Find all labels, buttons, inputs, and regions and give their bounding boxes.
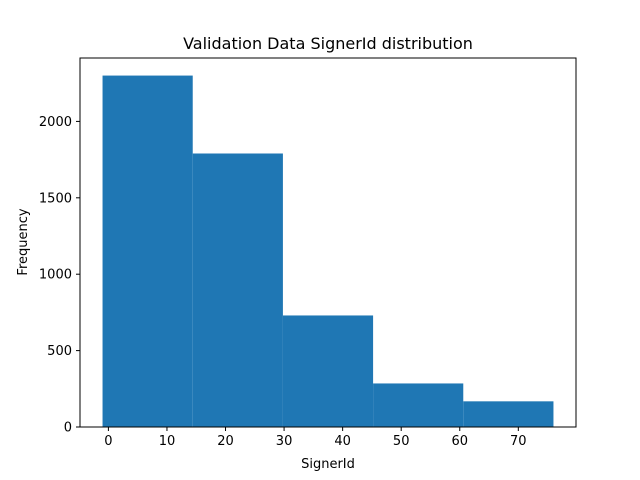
histogram-bar	[463, 401, 554, 427]
x-tick-label: 50	[393, 434, 410, 449]
x-tick-label: 20	[217, 434, 234, 449]
x-tick-label: 70	[510, 434, 527, 449]
chart-title: Validation Data SignerId distribution	[183, 34, 473, 53]
bars-group	[102, 75, 554, 428]
y-axis-label: Frequency	[16, 208, 31, 275]
histogram-bar	[373, 383, 464, 427]
histogram-bar	[102, 75, 193, 428]
plot-frame	[79, 57, 577, 428]
x-tick-label: 30	[276, 434, 293, 449]
y-tick-label: 0	[64, 421, 72, 436]
y-tick-label: 1500	[39, 191, 72, 206]
x-tick-label: 10	[159, 434, 176, 449]
y-tick-label: 2000	[39, 115, 72, 130]
histogram-bar	[192, 153, 283, 427]
x-tick-label: 40	[334, 434, 351, 449]
x-axis-ticks: 0 10 20 30 40 50 60 70	[104, 427, 527, 449]
y-tick-label: 500	[47, 344, 72, 359]
y-axis-ticks: 0 500 1000 1500 2000	[39, 115, 80, 436]
x-axis-label: SignerId	[301, 457, 355, 472]
x-tick-label: 60	[451, 434, 468, 449]
histogram-bar	[282, 315, 374, 427]
x-tick-label: 0	[104, 434, 112, 449]
y-tick-label: 1000	[39, 268, 72, 283]
